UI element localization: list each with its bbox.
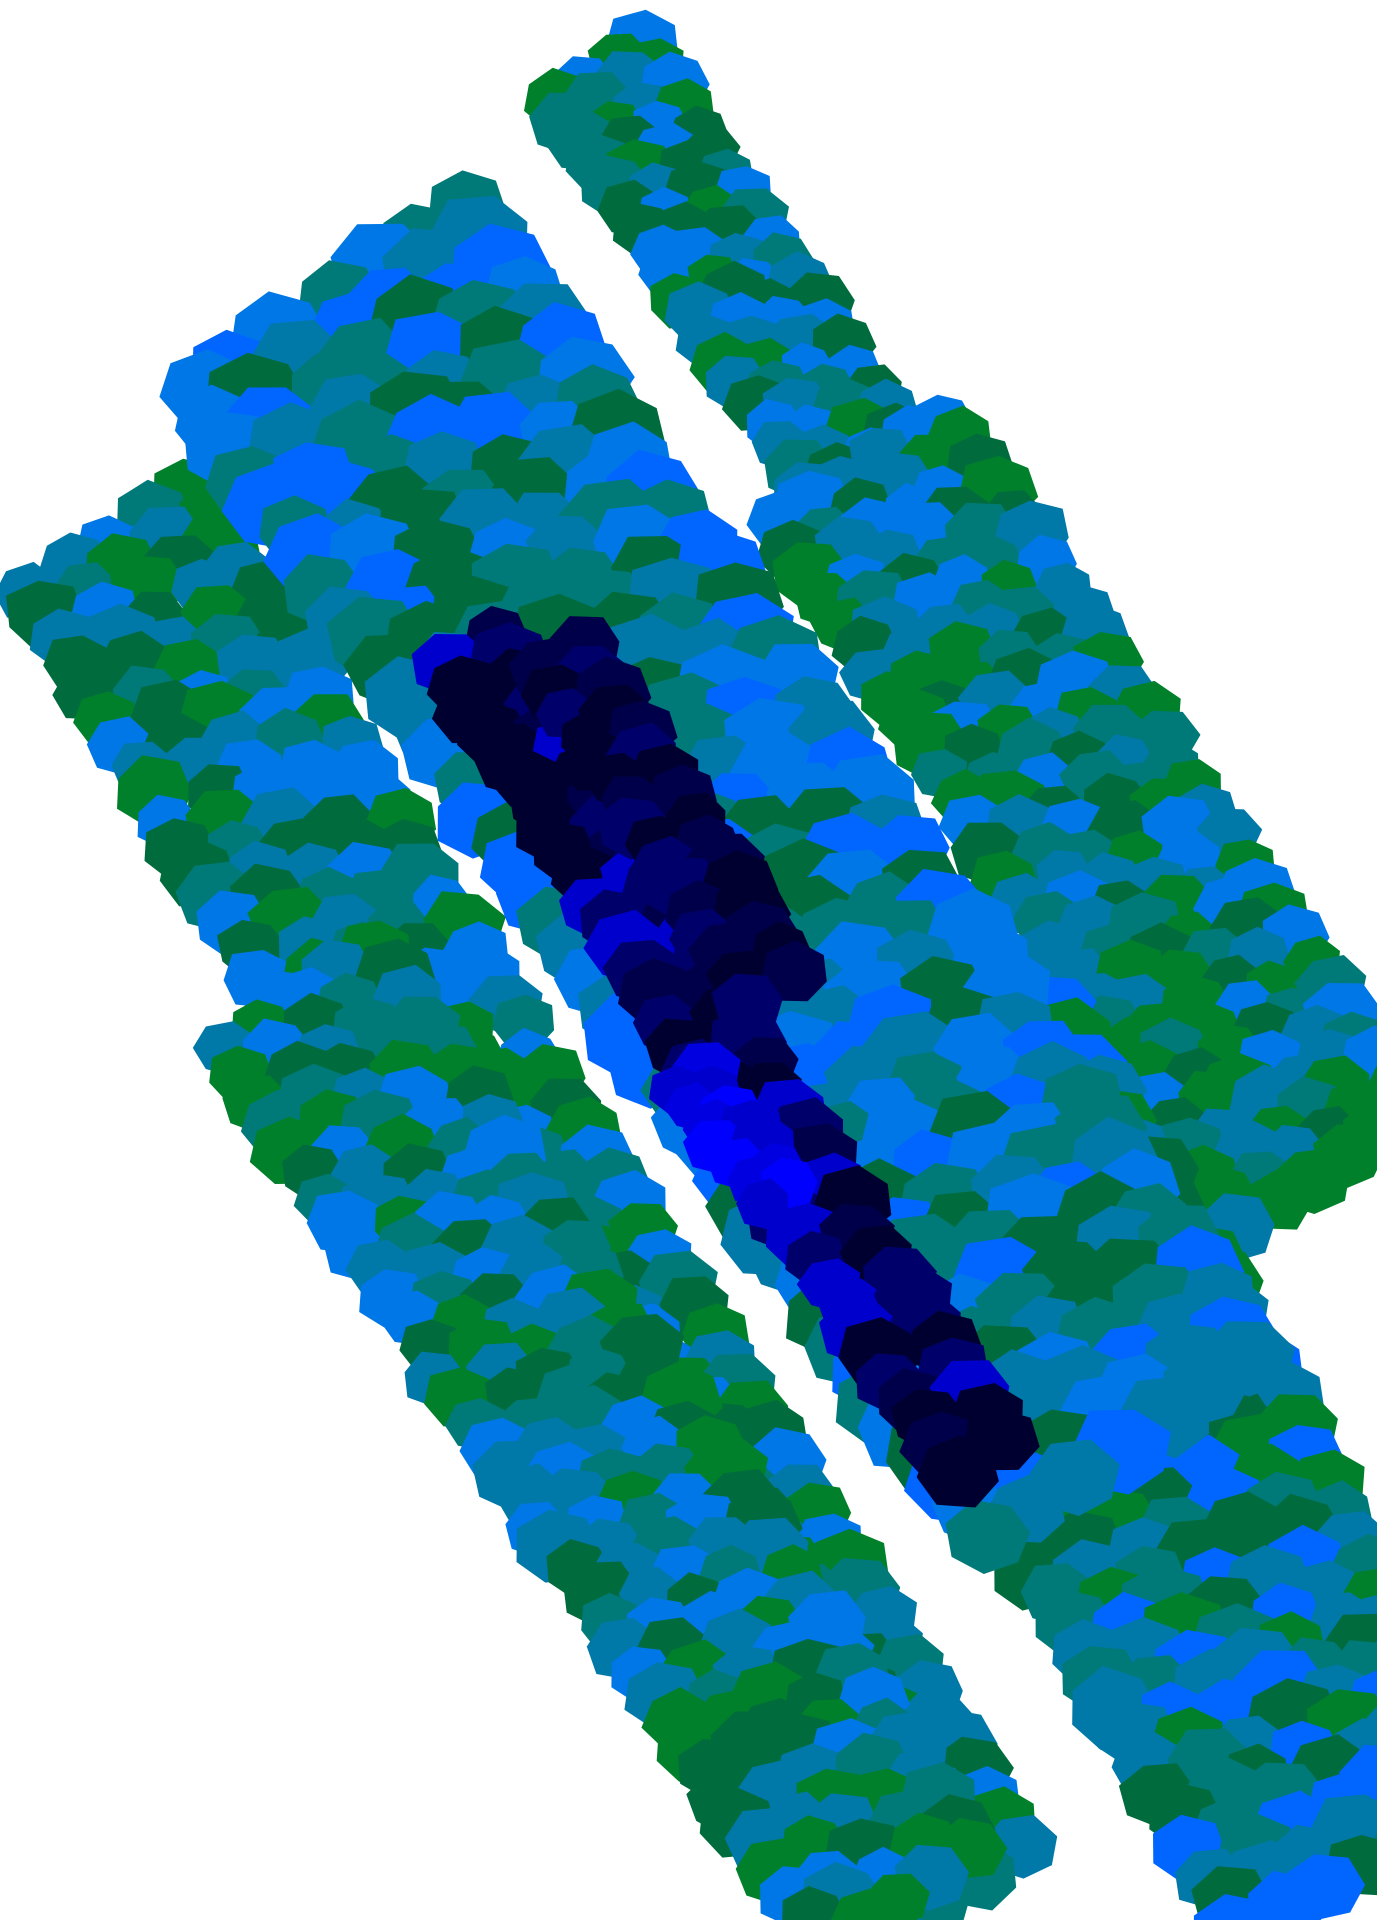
helix-bead (830, 1888, 896, 1920)
helix-bead (945, 1500, 1030, 1574)
core-strand-dark (508, 616, 827, 1035)
helix-bead (736, 1178, 789, 1230)
right-helix (746, 394, 1377, 1263)
core-strand-layer (411, 605, 1040, 1508)
helix-bead (761, 940, 827, 1002)
helix-bead (1248, 1870, 1331, 1920)
helix-bead (1193, 1894, 1277, 1920)
helix-bead (782, 1886, 849, 1920)
helix-bead (916, 1435, 999, 1508)
core-strand-bright (649, 1042, 818, 1230)
helix-bead (711, 973, 783, 1035)
lower-left-helix (192, 920, 1008, 1920)
